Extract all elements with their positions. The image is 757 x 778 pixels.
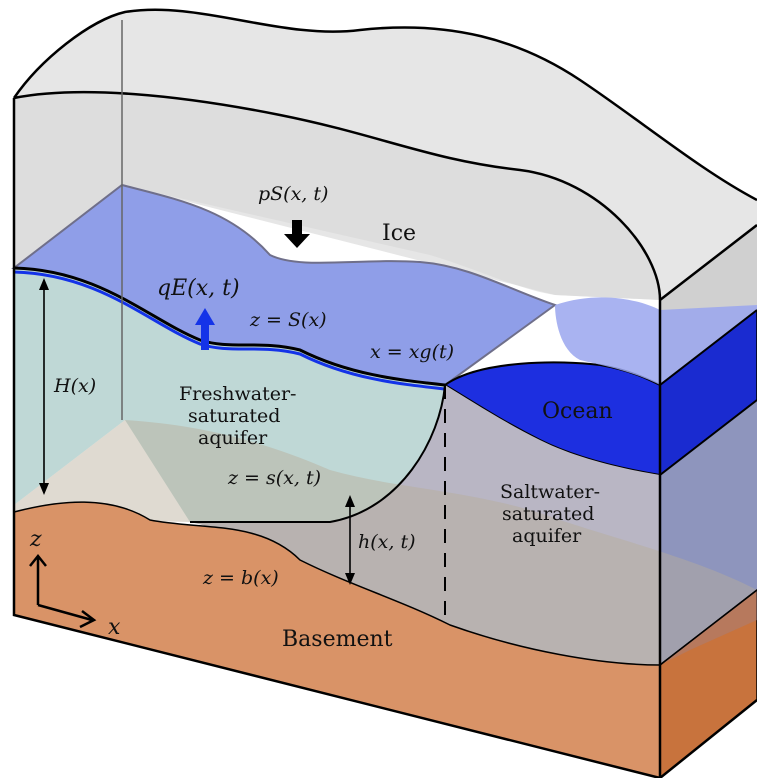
right-ocean-edge <box>659 309 757 386</box>
pressure-label: pS(x, t) <box>258 183 328 205</box>
fresh-label-line3: aquifer <box>198 427 268 449</box>
salt-label-line2: saturated <box>502 503 594 525</box>
right-base-edge <box>659 589 757 666</box>
saltwater-aquifer <box>190 385 660 665</box>
ice-base-line <box>13 266 446 387</box>
aquifer-back-floor <box>14 420 757 665</box>
ice-label: Ice <box>382 221 416 246</box>
flux-label: qE(x, t) <box>157 276 240 301</box>
surface-label: z = S(x) <box>249 309 327 331</box>
thickness-arrow-top <box>39 278 49 290</box>
bed-label: z = b(x) <box>202 567 279 589</box>
axis-z-label: z <box>29 527 42 552</box>
fresh-label-line2: saturated <box>188 405 280 427</box>
thickness-arrow-bottom <box>39 483 49 495</box>
right-salt-edge <box>659 399 757 476</box>
thickness-label: H(x) <box>53 375 96 397</box>
saltwater-right-face <box>660 400 757 665</box>
axis-arrows-icon <box>29 553 97 629</box>
ocean-back-light <box>555 297 757 385</box>
fresh-label-line1: Freshwater- <box>179 383 296 405</box>
interface-label: z = s(x, t) <box>227 467 321 489</box>
ice-back-face <box>14 92 660 300</box>
flux-arrow-head <box>195 308 215 325</box>
basement-front-face <box>13 501 661 778</box>
flux-arrow-shaft <box>201 322 209 350</box>
salt-label-line3: aquifer <box>512 525 582 547</box>
ice-base-line-blue <box>13 270 446 391</box>
salt-label-line1: Saltwater- <box>500 481 600 503</box>
salt-interface-curve <box>190 384 446 523</box>
basement-label: Basement <box>282 627 393 652</box>
ocean-label: Ocean <box>542 399 613 424</box>
interface-height-arrow-top <box>345 495 355 507</box>
interface-height-arrow-bottom <box>345 573 355 585</box>
axis-x-label: x <box>108 615 121 640</box>
grounding-label: x = xg(t) <box>370 341 454 363</box>
block-front-top <box>13 90 662 301</box>
interface-height-label: h(x, t) <box>358 531 416 553</box>
pressure-arrow-icon <box>284 220 310 248</box>
block-outline <box>12 8 757 778</box>
